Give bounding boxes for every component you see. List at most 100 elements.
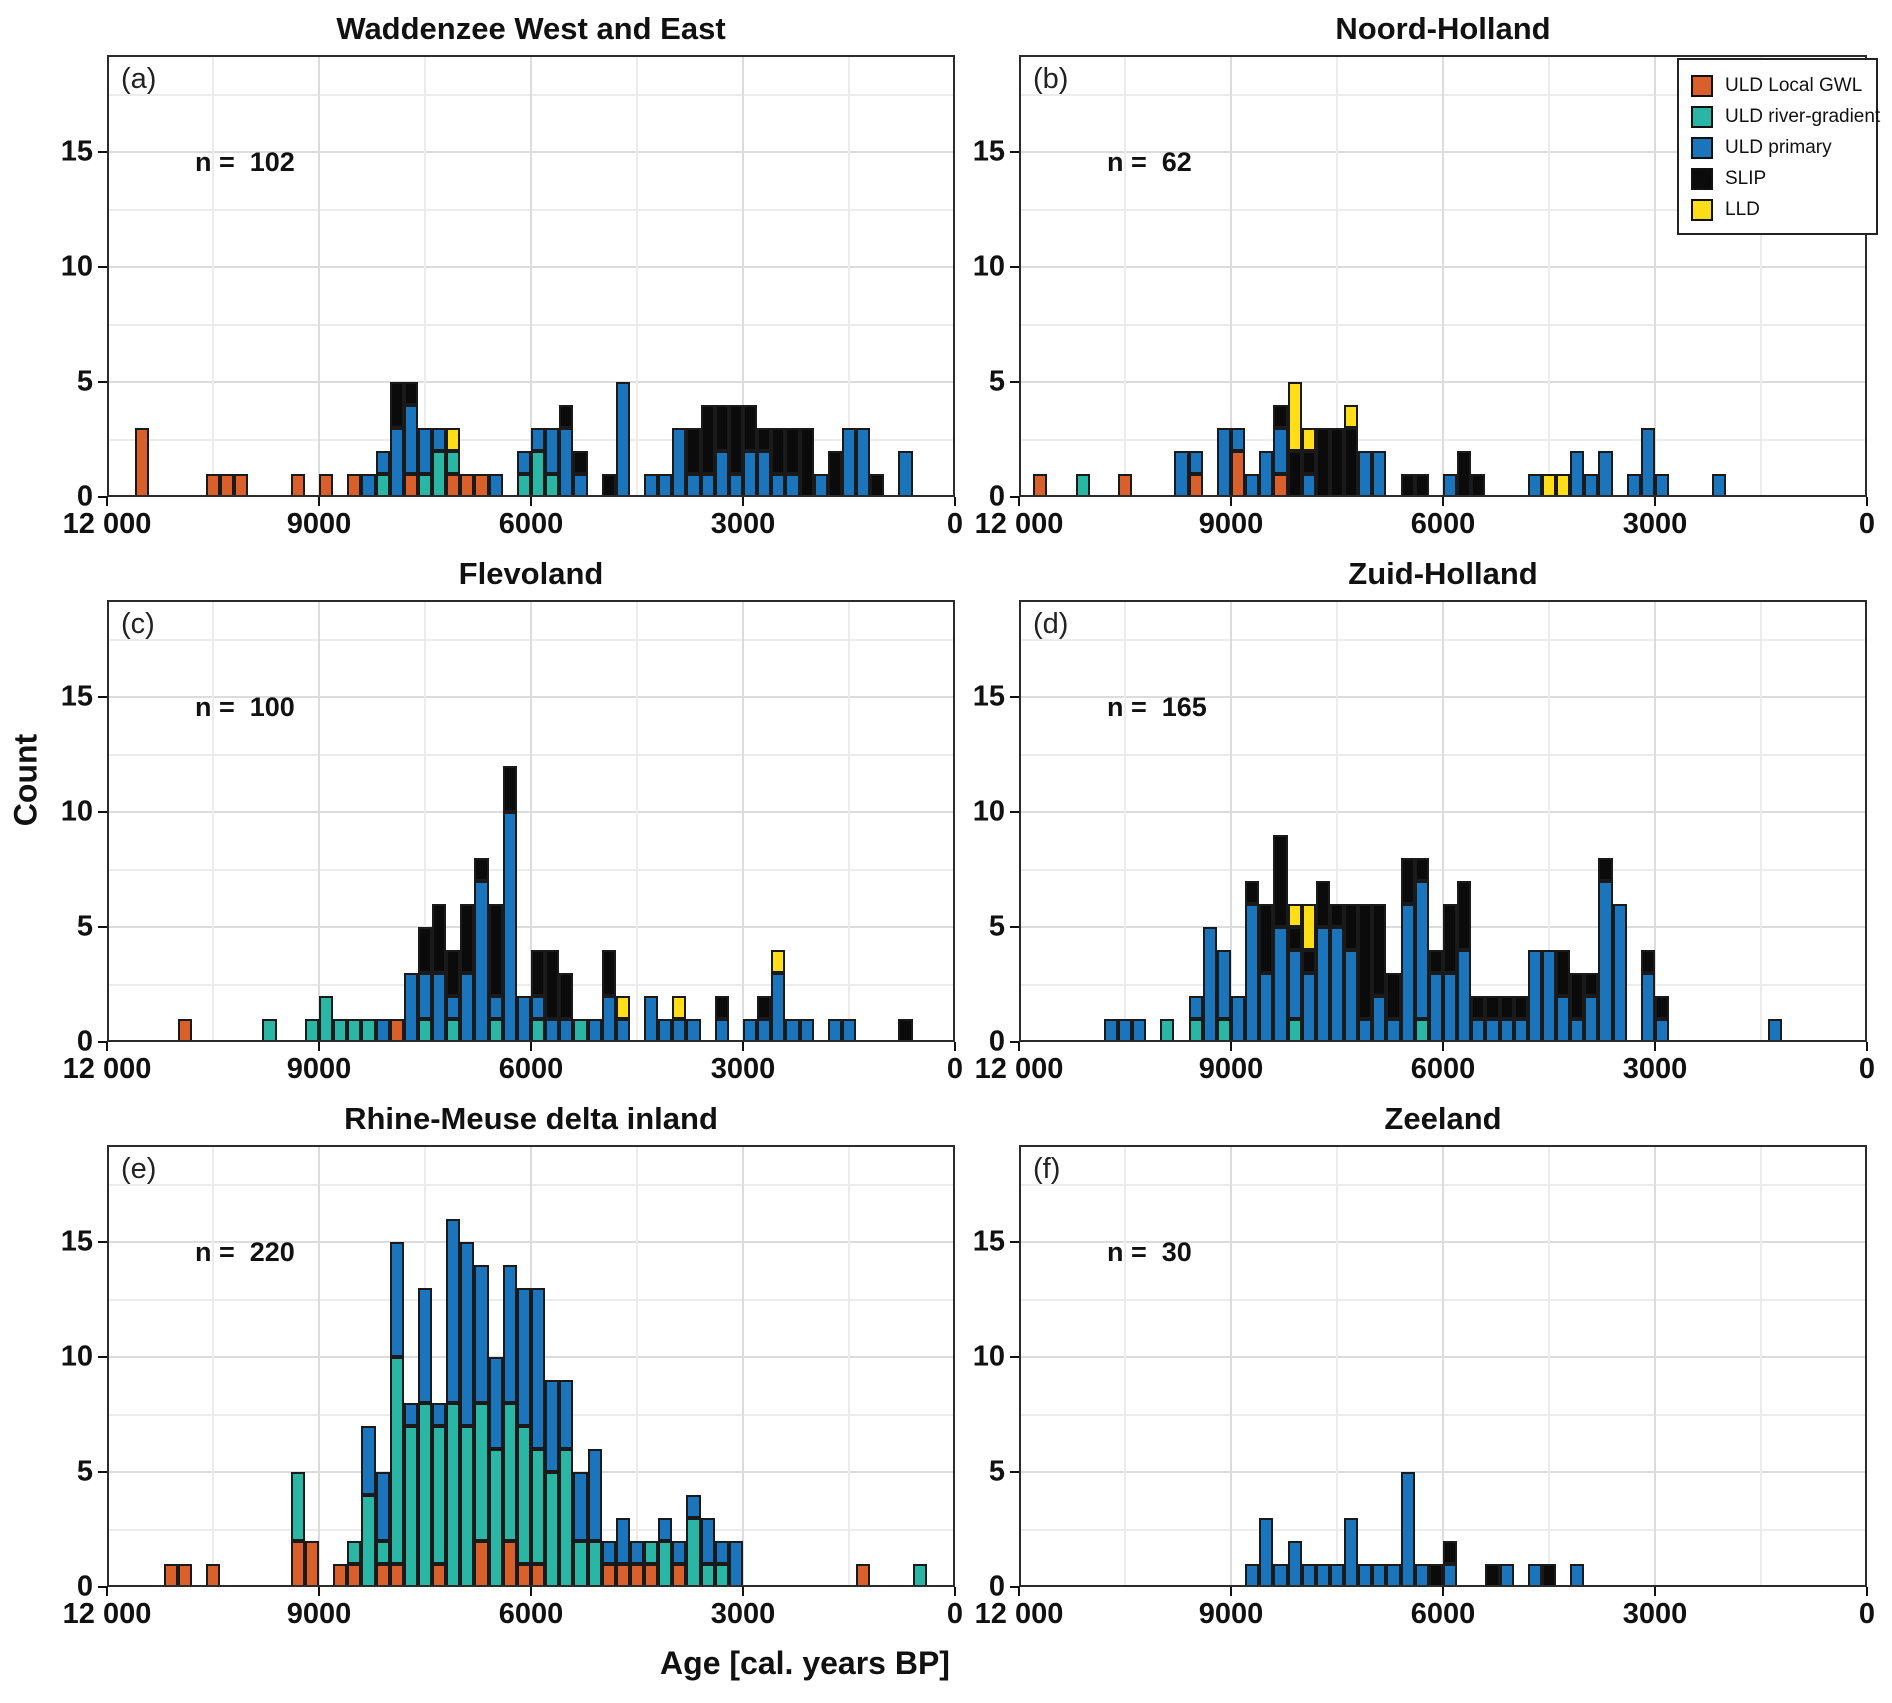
- legend-label-primary: ULD primary: [1725, 136, 1832, 158]
- bar-segment-primary: [446, 996, 461, 1019]
- gridline-x: [530, 600, 532, 1042]
- bar-segment-primary: [1315, 1564, 1330, 1587]
- y-tick-label: 5: [988, 365, 1005, 398]
- bar-segment-primary: [1655, 474, 1670, 497]
- y-axis-title: Count: [7, 733, 44, 827]
- gridline-x: [212, 600, 214, 1042]
- y-tick-mark: [98, 381, 107, 383]
- y-tick-label: 5: [988, 910, 1005, 943]
- bar-segment-primary: [714, 1541, 729, 1564]
- gridline-x: [1548, 600, 1550, 1042]
- bar-segment-primary: [531, 996, 546, 1019]
- bar-segment-primary: [1358, 451, 1373, 497]
- bar-segment-primary: [403, 405, 418, 474]
- y-tick-mark: [98, 266, 107, 268]
- bar-segment-primary: [644, 474, 659, 497]
- bar-segment-primary: [1344, 950, 1359, 1042]
- gridline-x: [636, 600, 638, 1042]
- bar-segment-primary: [1443, 973, 1458, 1042]
- x-tick-label: 6000: [1410, 1053, 1476, 1085]
- bar-segment-primary: [658, 1518, 673, 1541]
- bar-segment-river_gradient: [516, 1426, 531, 1564]
- bar-segment-primary: [1598, 451, 1613, 497]
- y-tick-label: 10: [60, 250, 93, 283]
- bar-segment-slip: [1273, 405, 1288, 428]
- y-tick-mark: [98, 926, 107, 928]
- bar-segment-slip: [1598, 858, 1613, 881]
- y-tick-mark: [1010, 696, 1019, 698]
- bar-segment-primary: [1527, 474, 1542, 497]
- bar-segment-local_gwl: [163, 1564, 178, 1587]
- bar-segment-primary: [531, 428, 546, 451]
- x-tick-mark: [318, 1042, 320, 1051]
- bar-segment-primary: [1231, 428, 1246, 451]
- legend-swatch-slip: [1691, 167, 1713, 190]
- bar-segment-primary: [559, 428, 574, 497]
- bar-segment-river_gradient: [417, 474, 433, 497]
- bar-segment-primary: [488, 474, 503, 497]
- x-tick-label: 12 000: [974, 1598, 1064, 1630]
- bar-segment-primary: [658, 474, 673, 497]
- y-tick-label: 10: [60, 1340, 93, 1373]
- y-tick-label: 0: [988, 1570, 1005, 1603]
- bar-segment-slip: [1259, 904, 1274, 973]
- bar-segment-primary: [389, 428, 404, 497]
- bar-segment-primary: [1612, 904, 1627, 1042]
- bar-segment-primary: [1499, 1564, 1514, 1587]
- panel-title-c: Flevoland: [458, 556, 604, 591]
- gridline-x: [1230, 600, 1232, 1042]
- panel-letter: (d): [1033, 608, 1069, 640]
- bar-segment-primary: [1711, 474, 1726, 497]
- x-tick-label: 9000: [1198, 1053, 1264, 1085]
- bar-segment-primary: [1372, 996, 1387, 1042]
- x-tick-mark: [954, 1042, 956, 1051]
- bar-segment-river_gradient: [559, 1449, 574, 1587]
- bar-segment-primary: [474, 1265, 489, 1403]
- bar-segment-primary: [757, 1019, 772, 1042]
- bar-segment-primary: [502, 1265, 517, 1403]
- bar-segment-primary: [488, 1357, 503, 1449]
- bar-segment-primary: [1216, 428, 1231, 497]
- bar-segment-primary: [1315, 927, 1330, 1042]
- histogram-panel-b: (b) n = 62: [1019, 55, 1867, 497]
- y-tick-label: 0: [76, 1025, 93, 1058]
- bar-segment-primary: [432, 973, 447, 1042]
- bar-segment-primary: [771, 973, 786, 1042]
- x-tick-mark: [1230, 1587, 1232, 1596]
- bar-segment-river_gradient: [375, 1541, 390, 1564]
- bar-segment-slip: [559, 405, 574, 428]
- gridline-x: [530, 55, 532, 497]
- bar-segment-local_gwl: [290, 474, 305, 497]
- legend-item-lld: LLD: [1691, 194, 1864, 225]
- y-tick-label: 15: [972, 680, 1005, 713]
- gridline-x: [742, 1145, 744, 1587]
- panel-title-a: Waddenzee West and East: [336, 11, 726, 46]
- bar-segment-local_gwl: [516, 1564, 531, 1587]
- legend: ULD Local GWL ULD river-gradient ULD prima…: [1677, 58, 1880, 235]
- bar-segment-river_gradient: [460, 1426, 475, 1587]
- bar-segment-lld: [1541, 474, 1557, 497]
- bar-segment-primary: [1245, 474, 1260, 497]
- bar-segment-lld: [1287, 904, 1302, 927]
- bar-segment-local_gwl: [474, 474, 489, 497]
- bar-segment-slip: [389, 382, 404, 428]
- bar-segment-local_gwl: [446, 474, 461, 497]
- bar-segment-primary: [1117, 1019, 1133, 1042]
- gridline-x: [742, 55, 744, 497]
- bar-segment-slip: [757, 996, 772, 1019]
- bar-segment-river_gradient: [290, 1472, 305, 1541]
- panel-letter: (b): [1033, 63, 1069, 95]
- bar-segment-slip: [531, 950, 546, 996]
- bar-segment-slip: [1414, 858, 1429, 881]
- bar-segment-primary: [1287, 950, 1302, 1019]
- bar-segment-slip: [785, 428, 800, 474]
- x-tick-mark: [742, 1042, 744, 1051]
- bar-segment-primary: [672, 1541, 687, 1564]
- bar-segment-lld: [1301, 428, 1316, 451]
- bar-segment-primary: [1372, 451, 1387, 497]
- bar-segment-primary: [1485, 1019, 1500, 1042]
- bar-segment-slip: [686, 428, 701, 474]
- bar-segment-local_gwl: [856, 1564, 871, 1587]
- bar-segment-primary: [686, 474, 701, 497]
- y-tick-mark: [1010, 1586, 1019, 1588]
